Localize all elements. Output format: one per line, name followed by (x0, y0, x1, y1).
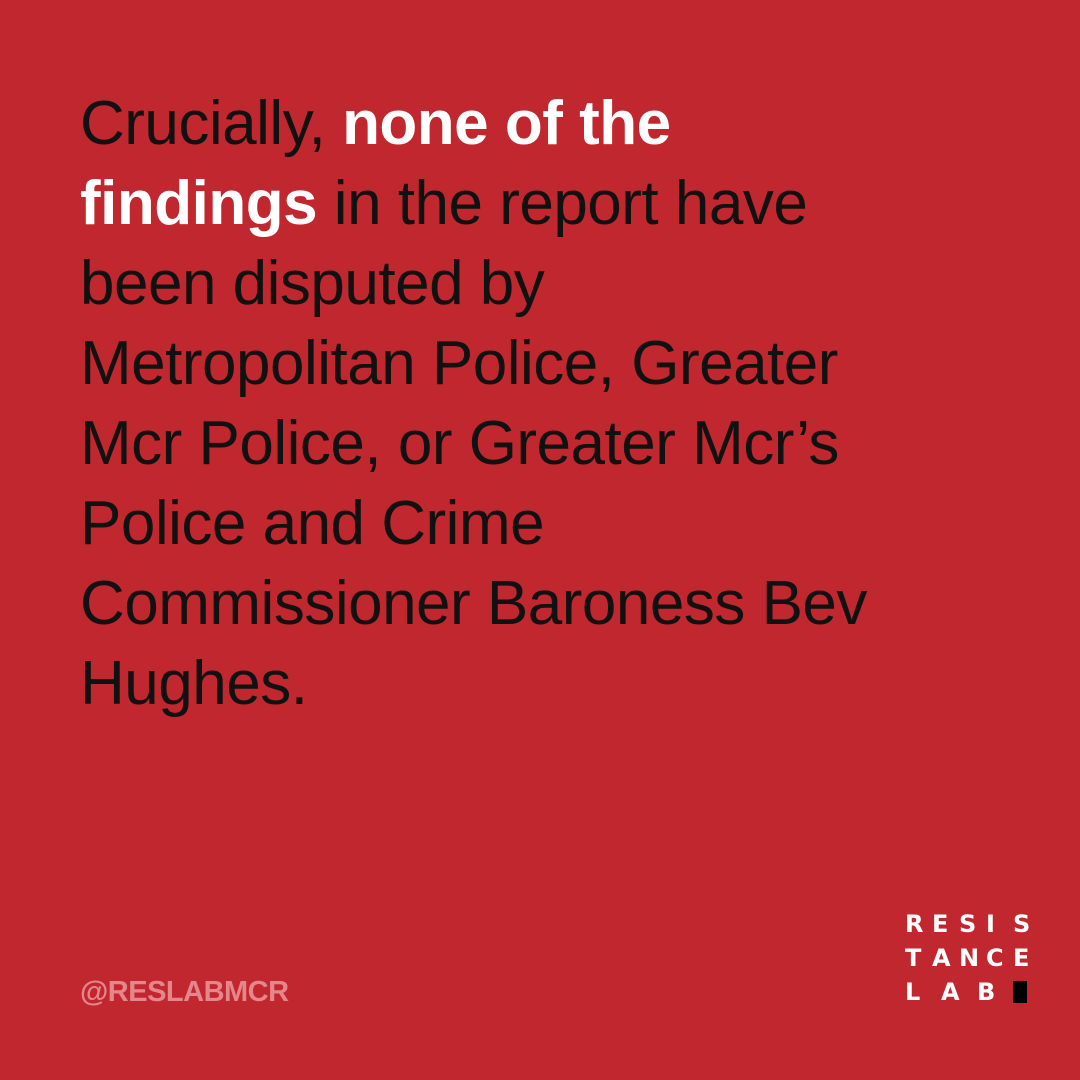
logo-letter: N (959, 944, 980, 972)
logo-letter: C (986, 944, 1004, 972)
social-handle: @RESLABMCR (80, 976, 289, 1008)
logo-letter: S (959, 910, 977, 938)
quote-line-4: Metropolitan Police, Greater (80, 329, 838, 398)
logo-letter: B (977, 978, 996, 1006)
logo-letter: L (905, 978, 921, 1006)
quote-line-5: Mcr Police, or Greater Mcr’s (80, 409, 839, 478)
logo-letter: T (905, 944, 922, 972)
logo-letter: R (905, 910, 924, 938)
quote-line-8: Hughes. (80, 649, 308, 718)
quote-line-1-plain: Crucially, (80, 89, 343, 158)
quote-line-3: been disputed by (80, 249, 545, 318)
logo-letter: A (932, 944, 951, 972)
quote-text: Crucially, none of the findings in the r… (80, 84, 1010, 724)
logo-letter: E (1013, 944, 1030, 972)
quote-highlight-1: none of the (342, 89, 671, 158)
quote-line-2: findings in the report have (80, 164, 1010, 244)
logo-letter: S (1013, 910, 1031, 938)
logo-block-icon (1013, 981, 1027, 1003)
quote-line-6: Police and Crime (80, 489, 545, 558)
resistance-lab-logo: R E S I S T A N C E L A B (905, 907, 1031, 1013)
logo-row-2: T A N C E (905, 941, 1030, 975)
quote-line-7: Commissioner Baroness Bev (80, 569, 867, 638)
quote-line-2-plain: in the report have (317, 169, 808, 238)
logo-letter: A (941, 978, 960, 1006)
logo-row-1: R E S I S (905, 907, 1031, 941)
quote-highlight-2: findings (80, 169, 318, 238)
logo-letter: E (932, 910, 949, 938)
logo-letter: I (986, 910, 995, 938)
logo-row-3: L A B (905, 975, 1027, 1009)
quote-line-1: Crucially, none of the (80, 84, 1010, 164)
